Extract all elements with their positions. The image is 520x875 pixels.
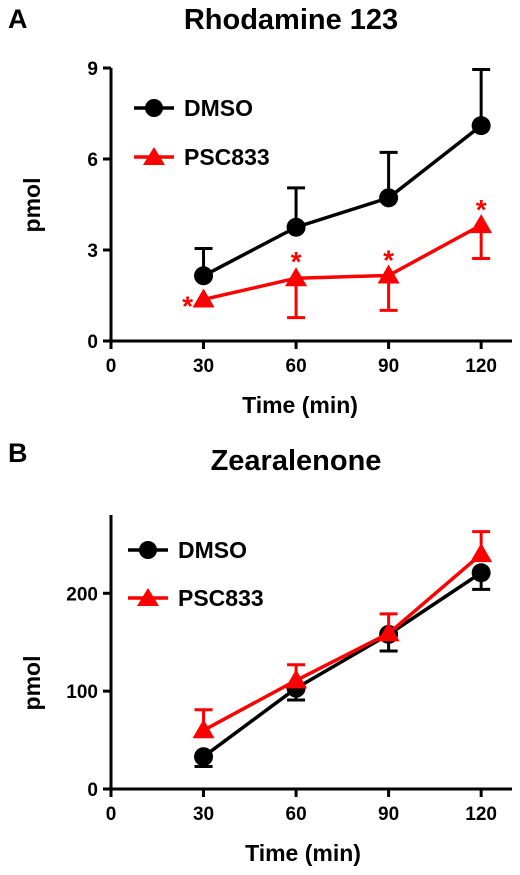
chart-b-psc833-point [377, 622, 400, 642]
legend-a-psc833-marker [143, 147, 165, 165]
chart-a-xlabel: Time (min) [242, 392, 358, 418]
chart-b-xtick-label: 30 [193, 804, 214, 825]
chart-a-significance-asterisk: * [291, 246, 302, 277]
legend-a-dmso-marker [145, 99, 163, 117]
panel-b-zearalenone-chart: B Zearalenone Time (min) pmol DMSO PSC83… [0, 440, 520, 875]
chart-a-psc833-point [192, 288, 215, 308]
chart-b-ytick-label: 200 [66, 584, 98, 605]
chart-a-dmso-point [286, 217, 306, 237]
chart-a-significance-asterisk: * [383, 244, 394, 275]
chart-a-xtick-label: 90 [378, 356, 399, 377]
chart-b-psc833-line [202, 552, 483, 732]
chart-b-xtick-label: 120 [465, 804, 497, 825]
chart-b-psc833-point [285, 669, 308, 689]
chart-a-ytick-label: 6 [87, 150, 98, 171]
legend-b-dmso-marker [139, 541, 157, 559]
panel-a-rhodamine-chart: A Rhodamine 123 Time (min) pmol DMSO PSC… [0, 0, 520, 430]
chart-b-psc833-point [192, 719, 215, 739]
chart-b-ytick-label: 0 [87, 780, 98, 801]
chart-b-xlabel: Time (min) [245, 840, 361, 866]
chart-a-psc833-point [285, 267, 308, 287]
chart-b-legend: DMSO PSC833 [128, 537, 264, 611]
chart-a-xtick-label: 120 [465, 356, 497, 377]
chart-b-xtick-label: 60 [286, 804, 307, 825]
chart-a-ytick-label: 3 [87, 241, 98, 262]
chart-a-ytick-label: 9 [87, 59, 98, 80]
chart-b-ylabel: pmol [19, 656, 45, 711]
chart-b-title: Zearalenone [211, 445, 382, 477]
chart-a-xtick-label: 0 [106, 356, 117, 377]
chart-a-psc833-point [377, 264, 400, 284]
chart-a-dmso-line [202, 124, 483, 278]
legend-a-dmso-label: DMSO [184, 95, 253, 121]
chart-a-psc833-line [203, 223, 482, 302]
panel-letter-a: A [8, 4, 28, 34]
chart-a-dmso-point [379, 188, 399, 208]
chart-b-psc833-point [470, 543, 493, 563]
chart-b-dmso-line [202, 571, 483, 759]
chart-b-ytick-label: 100 [66, 682, 98, 703]
panel-letter-b: B [8, 440, 28, 468]
chart-a-xtick-label: 60 [286, 356, 307, 377]
chart-a-dmso-point [194, 266, 214, 286]
chart-a-xtick-label: 30 [193, 356, 214, 377]
chart-a-dmso-point [471, 116, 491, 136]
legend-b-psc833-marker [137, 588, 159, 606]
chart-b-dmso-point [471, 563, 491, 583]
legend-a-psc833-label: PSC833 [184, 144, 270, 170]
chart-a-significance-asterisk: * [182, 290, 193, 321]
chart-b-xtick-label: 0 [106, 804, 117, 825]
chart-a-svg: A Rhodamine 123 Time (min) pmol DMSO PSC… [8, 4, 512, 418]
legend-b-psc833-label: PSC833 [178, 585, 264, 611]
chart-b-xtick-label: 90 [378, 804, 399, 825]
chart-a-legend: DMSO PSC833 [134, 95, 270, 170]
chart-b-dmso-point [194, 747, 214, 767]
chart-a-title: Rhodamine 123 [184, 4, 398, 36]
legend-b-dmso-label: DMSO [178, 537, 247, 563]
chart-a-ytick-label: 0 [87, 332, 98, 353]
chart-b-svg: B Zearalenone Time (min) pmol DMSO PSC83… [8, 440, 512, 866]
chart-a-psc833-point [470, 214, 493, 234]
chart-a-significance-asterisk: * [476, 194, 487, 225]
chart-a-ylabel: pmol [19, 178, 45, 233]
